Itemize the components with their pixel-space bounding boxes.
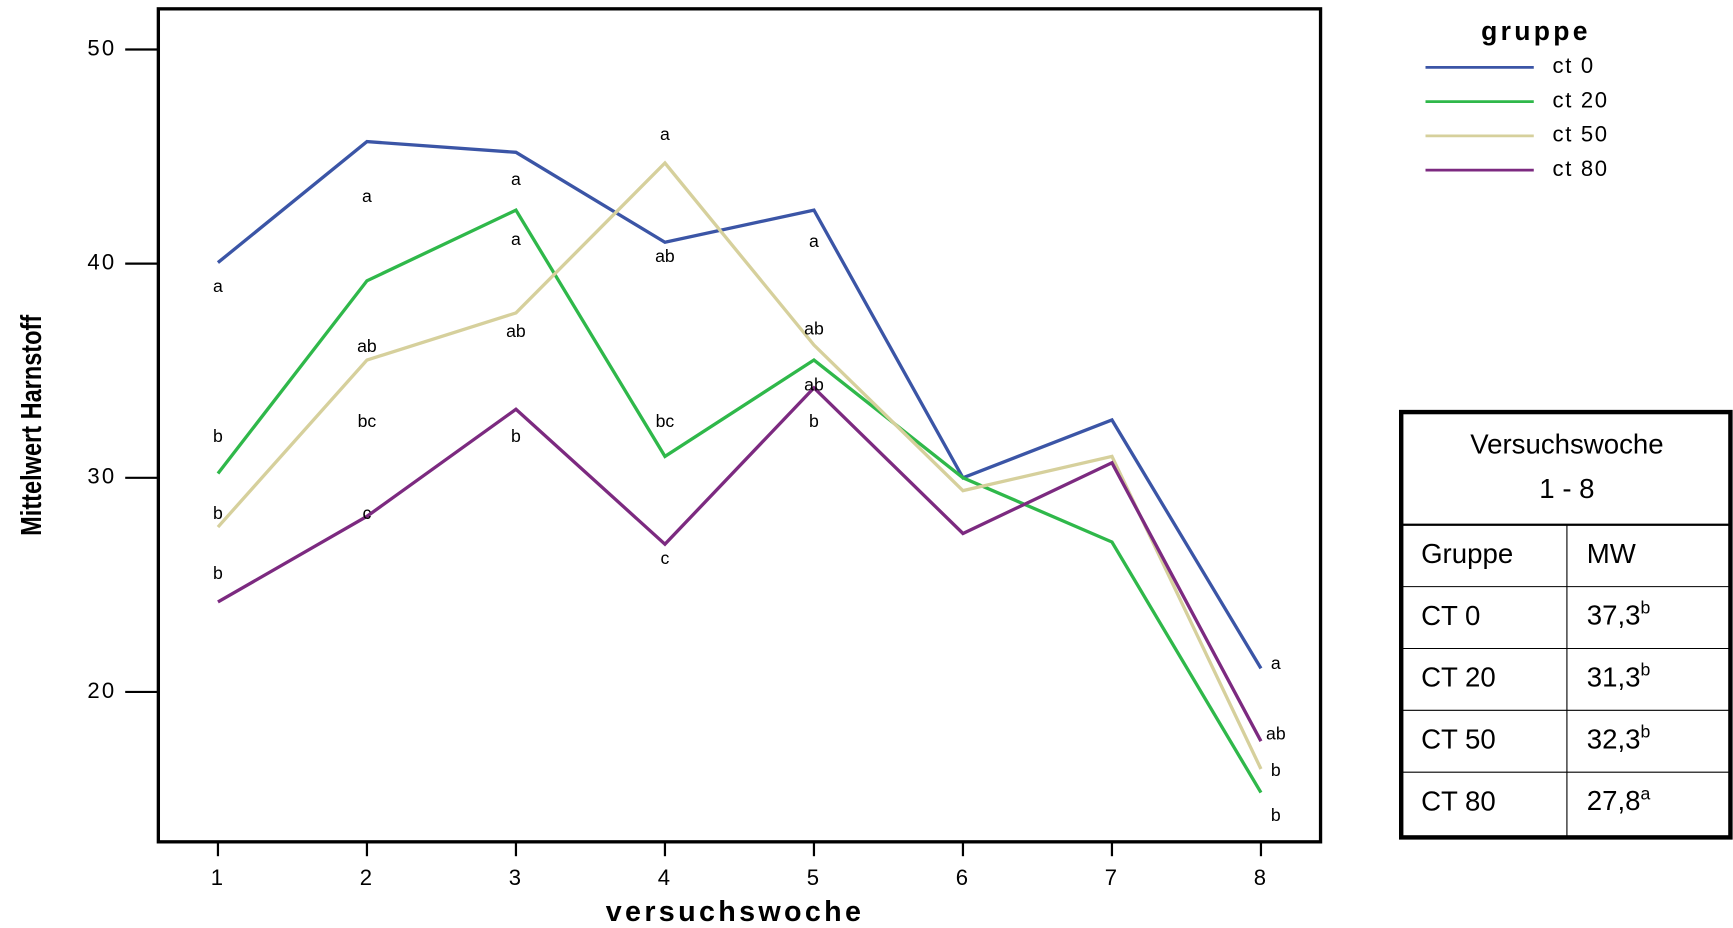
x-tick-label: 3 [509, 865, 524, 890]
legend-title: gruppe [1481, 16, 1591, 46]
table-header: Gruppe [1421, 538, 1513, 569]
table-value: 27,8 [1587, 785, 1641, 816]
table-cell: CT 20 [1421, 662, 1496, 693]
table-cell: CT 80 [1421, 785, 1496, 816]
y-tick-label: 50 [87, 35, 116, 60]
annotation: b [511, 426, 521, 446]
x-tick-label: 5 [807, 865, 822, 890]
annotation: ab [357, 336, 377, 356]
x-tick-label: 1 [211, 865, 226, 890]
table-value: 31,3 [1587, 662, 1641, 693]
x-tick-label: 8 [1254, 865, 1269, 890]
legend-label: ct 50 [1553, 122, 1609, 147]
legend-label: ct 20 [1553, 87, 1609, 112]
table-superscript: b [1641, 659, 1651, 679]
annotation: ab [506, 321, 526, 341]
annotation: b [213, 426, 223, 446]
series-line [216, 139, 1263, 670]
annotation: ab [655, 246, 675, 266]
series-line [217, 385, 1263, 742]
annotation: b [809, 411, 819, 431]
table-header: MW [1587, 538, 1636, 569]
table-cell: CT 0 [1421, 600, 1480, 631]
plot-frame [156, 7, 1323, 844]
table-value: 32,3 [1587, 724, 1641, 755]
annotation: a [1271, 653, 1281, 673]
y-tick-label: 40 [87, 249, 116, 274]
y-tick-label: 20 [87, 678, 116, 703]
x-tick-label: 7 [1105, 865, 1120, 890]
x-tick-label: 4 [658, 865, 673, 890]
table-cell: CT 50 [1421, 724, 1496, 755]
annotation: c [363, 503, 372, 523]
table-superscript: b [1641, 721, 1651, 741]
annotation: bc [358, 411, 377, 431]
annotation: a [362, 186, 372, 206]
table: Versuchswoche 1 - 8 Gruppe MW [1398, 409, 1733, 840]
table-superscript: b [1641, 597, 1651, 617]
table-border [1398, 409, 1733, 840]
table-title: Versuchswoche [1470, 429, 1663, 460]
table-value: 37,3 [1587, 600, 1641, 631]
annotation: a [809, 231, 819, 251]
annotation: c [661, 548, 670, 568]
y-tick-label: 30 [87, 464, 116, 489]
annotation: ab [804, 374, 824, 394]
annotation: bc [656, 411, 675, 431]
x-tick-label: 6 [956, 865, 971, 890]
table-superscript: a [1641, 783, 1651, 803]
annotation: b [1271, 805, 1281, 825]
annotation: a [213, 276, 223, 296]
table-cell: 27,8a [1587, 783, 1651, 816]
series-line [216, 160, 1263, 770]
y-axis-label: Mittelwert Harnstoff [15, 315, 48, 536]
annotation: b [1271, 760, 1281, 780]
series-line [216, 207, 1263, 794]
annotation: a [511, 169, 521, 189]
x-axis-label: versuchswoche [606, 896, 865, 928]
annotation: a [660, 124, 670, 144]
annotation: b [213, 503, 223, 523]
table-title: 1 - 8 [1539, 473, 1594, 504]
table-cell: 31,3b [1587, 659, 1651, 692]
annotation: b [213, 563, 223, 583]
legend-label: ct 80 [1553, 156, 1609, 181]
table-cell: 32,3b [1587, 721, 1651, 754]
table-cell: 37,3b [1587, 597, 1651, 630]
annotation: a [511, 229, 521, 249]
annotation: ab [804, 319, 824, 339]
annotation: ab [1266, 723, 1286, 743]
legend-label: ct 0 [1553, 53, 1595, 78]
x-tick-label: 2 [360, 865, 375, 890]
